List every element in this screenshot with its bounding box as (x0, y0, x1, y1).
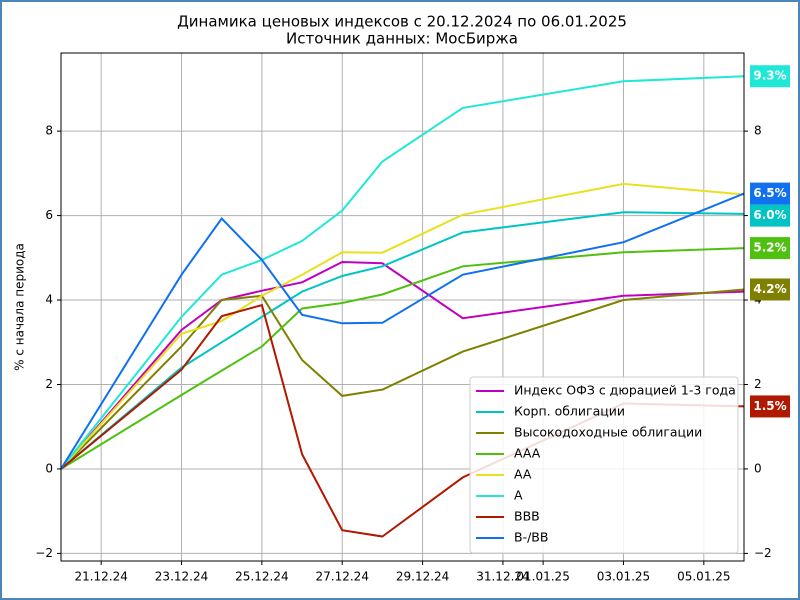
legend-label: Корп. облигации (514, 404, 625, 419)
legend-label: B-/BB (514, 530, 548, 545)
y2-tick-label: 8 (754, 124, 762, 138)
legend-label: A (514, 488, 523, 503)
x-tick-label: 27.12.24 (316, 570, 369, 584)
y-tick-label: 2 (45, 377, 53, 391)
legend-label: Высокодоходные облигации (514, 425, 702, 440)
value-label-box (750, 237, 790, 260)
series-line (60, 288, 745, 470)
value-label: 9.3% (753, 69, 786, 83)
value-label: 5.2% (753, 241, 786, 255)
series-line (60, 75, 745, 470)
value-label-box (750, 204, 790, 227)
x-tick-label: 03.01.25 (597, 570, 650, 584)
value-label-box (750, 182, 790, 205)
x-tick-label: 25.12.24 (235, 570, 288, 584)
chart-subtitle: Источник данных: МосБиржа (286, 30, 518, 48)
x-tick-label: 05.01.25 (677, 570, 730, 584)
legend-label: BBB (514, 509, 540, 524)
x-tick-label: 31.12.24 (476, 570, 529, 584)
value-label: 6.5% (753, 186, 786, 200)
y-tick-label: −2 (35, 546, 53, 560)
legend-label: AAA (514, 446, 541, 461)
value-label: 4.2% (753, 282, 786, 296)
legend-label: Индекс ОФЗ с дюрацией 1-3 года (514, 383, 736, 398)
value-label: 6.0% (753, 208, 786, 222)
y2-tick-label: 0 (754, 461, 762, 475)
y-tick-label: 8 (45, 124, 53, 138)
series-line (60, 211, 745, 470)
x-tick-label: 01.01.25 (516, 570, 569, 584)
plot-frame (60, 52, 745, 562)
chart-title: Динамика ценовых индексов с 20.12.2024 п… (177, 13, 627, 31)
x-tick-label: 23.12.24 (155, 570, 208, 584)
series-line (60, 182, 745, 470)
value-label-box (750, 65, 790, 88)
y2-tick-label: 2 (754, 377, 762, 391)
y-tick-label: 0 (45, 461, 53, 475)
y-tick-label: 4 (45, 293, 53, 307)
series-line (60, 260, 745, 470)
x-tick-label: 29.12.24 (396, 570, 449, 584)
legend-box (469, 376, 739, 554)
y-axis-label: % с начала периода (13, 243, 27, 371)
value-label-box (750, 395, 790, 418)
series-line (60, 192, 745, 470)
y-tick-label: 6 (45, 208, 53, 222)
value-label-box (750, 278, 790, 301)
value-label: 1.5% (753, 399, 786, 413)
x-tick-label: 21.12.24 (74, 570, 127, 584)
legend-label: AA (514, 467, 532, 482)
y2-tick-label: −2 (754, 546, 772, 560)
